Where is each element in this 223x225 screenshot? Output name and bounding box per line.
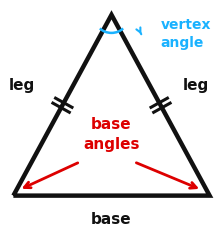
Text: leg: leg [9, 78, 35, 93]
Text: leg: leg [183, 78, 209, 93]
Text: vertex: vertex [161, 18, 211, 32]
Text: base: base [91, 116, 132, 131]
Text: angles: angles [83, 137, 140, 151]
Text: angle: angle [161, 36, 204, 50]
Text: base: base [91, 211, 132, 225]
